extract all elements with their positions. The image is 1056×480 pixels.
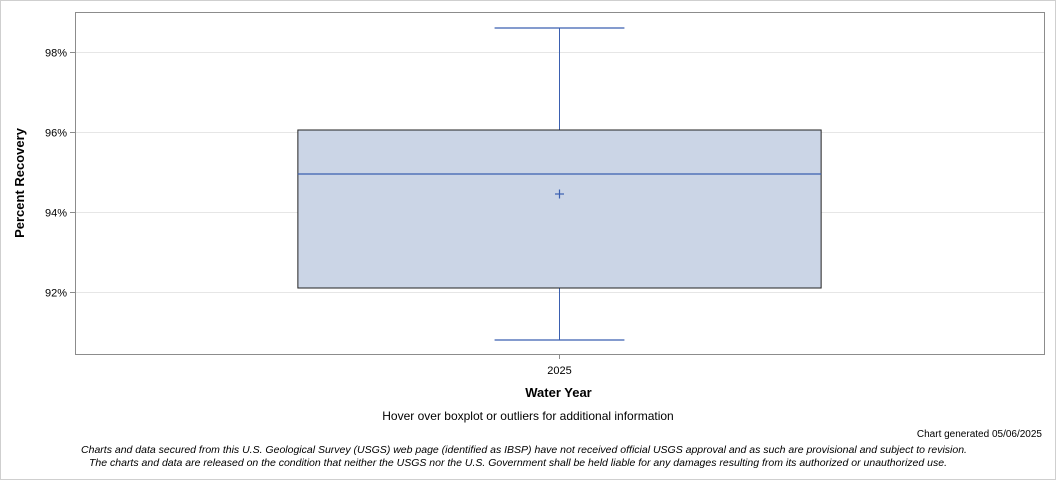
x-axis: 2025 bbox=[547, 354, 572, 377]
x-axis-label: Water Year bbox=[525, 385, 592, 400]
hover-note: Hover over boxplot or outliers for addit… bbox=[382, 409, 674, 423]
y-tick-label: 92% bbox=[45, 288, 67, 300]
chart-generated-date: Chart generated 05/06/2025 bbox=[916, 429, 1042, 440]
disclaimer-line-1: Charts and data secured from this U.S. G… bbox=[81, 444, 967, 456]
disclaimer-line-2: The charts and data are released on the … bbox=[89, 457, 947, 469]
y-tick-label: 96% bbox=[45, 128, 67, 140]
interquartile-box bbox=[297, 129, 822, 289]
y-axis: 92% 94% 96% 98% bbox=[45, 48, 75, 300]
y-tick-label: 94% bbox=[45, 208, 67, 220]
y-tick-label: 98% bbox=[45, 48, 67, 60]
x-tick-label: 2025 bbox=[547, 365, 571, 377]
boxplot-2025[interactable] bbox=[297, 27, 822, 341]
y-axis-label: Percent Recovery bbox=[12, 127, 27, 238]
boxplots[interactable] bbox=[297, 27, 822, 341]
